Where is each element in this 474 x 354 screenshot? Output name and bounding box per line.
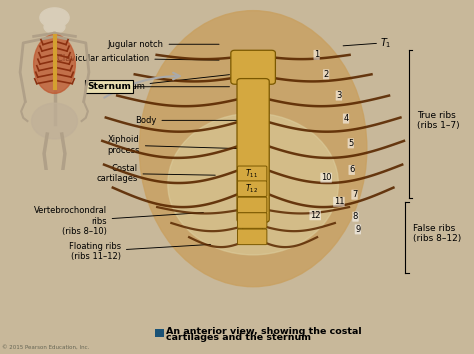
Text: $T_{12}$: $T_{12}$ <box>245 182 258 195</box>
Text: Manubrium: Manubrium <box>97 75 229 91</box>
Text: Clavicular articulation: Clavicular articulation <box>57 54 219 63</box>
Text: © 2015 Pearson Education, Inc.: © 2015 Pearson Education, Inc. <box>2 345 90 350</box>
Text: $T_{11}$: $T_{11}$ <box>245 167 258 180</box>
Text: 8: 8 <box>353 212 358 221</box>
Ellipse shape <box>40 8 69 27</box>
Text: Vertebrochondral
ribs
(ribs 8–10): Vertebrochondral ribs (ribs 8–10) <box>34 206 203 236</box>
Text: 3: 3 <box>336 91 342 100</box>
FancyBboxPatch shape <box>243 216 263 232</box>
Text: Floating ribs
(ribs 11–12): Floating ribs (ribs 11–12) <box>69 242 210 261</box>
FancyBboxPatch shape <box>237 213 267 228</box>
Text: 7: 7 <box>352 190 357 199</box>
FancyBboxPatch shape <box>237 79 269 222</box>
Text: 10: 10 <box>321 173 331 182</box>
Text: True ribs
(ribs 1–7): True ribs (ribs 1–7) <box>417 111 460 130</box>
Text: 2: 2 <box>323 70 329 79</box>
FancyBboxPatch shape <box>237 197 267 213</box>
Text: 1: 1 <box>314 50 319 59</box>
Text: 12: 12 <box>310 211 320 220</box>
Ellipse shape <box>139 11 367 287</box>
FancyBboxPatch shape <box>237 181 267 196</box>
Text: 11: 11 <box>334 197 344 206</box>
Text: Sternum: Sternum <box>87 82 131 91</box>
FancyBboxPatch shape <box>231 50 275 84</box>
Ellipse shape <box>168 113 338 255</box>
Text: cartilages and the sternum: cartilages and the sternum <box>166 332 311 342</box>
Text: 6: 6 <box>349 165 355 175</box>
Bar <box>155 329 164 337</box>
FancyBboxPatch shape <box>237 166 267 182</box>
Text: 9: 9 <box>355 225 361 234</box>
FancyArrowPatch shape <box>104 73 180 98</box>
Text: Costal
cartilages: Costal cartilages <box>96 164 215 183</box>
Text: Xiphoid
process: Xiphoid process <box>107 136 239 155</box>
Text: False ribs
(ribs 8–12): False ribs (ribs 8–12) <box>413 224 462 243</box>
Ellipse shape <box>32 103 77 139</box>
Text: Jugular notch: Jugular notch <box>108 40 219 49</box>
Text: $T_1$: $T_1$ <box>380 36 392 50</box>
Text: 4: 4 <box>343 114 349 123</box>
Text: 5: 5 <box>348 139 354 148</box>
Text: An anterior view, showing the costal: An anterior view, showing the costal <box>166 327 362 336</box>
Ellipse shape <box>34 35 75 93</box>
FancyBboxPatch shape <box>237 229 267 245</box>
Ellipse shape <box>44 21 65 34</box>
Text: Body: Body <box>135 116 239 125</box>
